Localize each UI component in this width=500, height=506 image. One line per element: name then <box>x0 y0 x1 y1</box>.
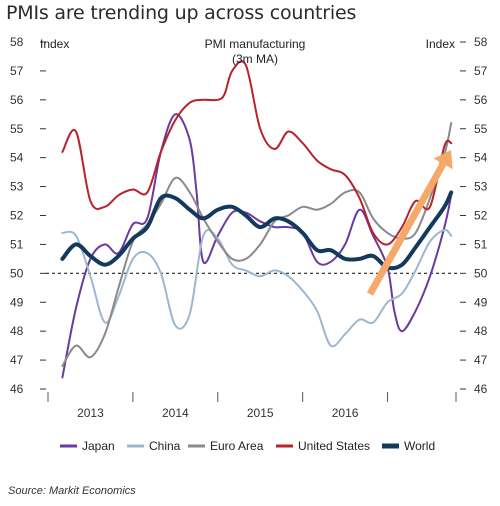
right-y-tick-label: 53 <box>474 180 488 194</box>
right-y-tick-label: 50 <box>474 266 488 280</box>
chart-title: PMIs are trending up across countries <box>6 2 357 24</box>
x-tick-label: 2016 <box>332 406 359 420</box>
series-line-united-states <box>61 60 453 246</box>
right-y-tick-label: 46 <box>474 382 488 396</box>
right-y-tick-label: 52 <box>474 209 488 223</box>
right-y-tick-label: 54 <box>474 151 488 165</box>
legend-label-china: China <box>149 439 181 453</box>
x-tick-label: 2014 <box>162 406 189 420</box>
chart-annotation-line2: (3m MA) <box>232 52 278 66</box>
left-y-tick-label: 54 <box>10 151 24 165</box>
left-axis-label: Index <box>40 37 69 51</box>
legend-label-united-states: United States <box>298 439 370 453</box>
left-y-tick-label: 56 <box>10 93 24 107</box>
x-tick-label: 2013 <box>77 406 104 420</box>
series-line-china <box>61 228 453 348</box>
right-y-tick-label: 47 <box>474 353 488 367</box>
left-y-tick-label: 52 <box>10 209 24 223</box>
axes: 46 46 47 47 48 48 49 49 50 50 51 51 52 52 53 53 54 54 55 55… <box>10 35 488 420</box>
legend: Japan China Euro Area United States World <box>60 439 435 453</box>
trend-arrow-shaft <box>366 162 447 296</box>
legend-label-japan: Japan <box>82 439 115 453</box>
series-line-euro-area <box>61 122 453 367</box>
left-y-tick-label: 53 <box>10 180 24 194</box>
x-tick-label: 2015 <box>247 406 274 420</box>
trend-arrow-head <box>433 150 453 170</box>
left-y-tick-label: 50 <box>10 266 24 280</box>
left-y-tick-label: 48 <box>10 324 24 338</box>
series-layer <box>60 60 454 379</box>
left-y-tick-label: 57 <box>10 64 24 78</box>
left-y-tick-label: 58 <box>10 35 24 49</box>
trend-arrow <box>366 150 453 296</box>
right-y-tick-label: 57 <box>474 64 488 78</box>
chart-annotation-line1: PMI manufacturing <box>205 37 306 51</box>
right-axis-label: Index <box>426 37 455 51</box>
legend-label-euro-area: Euro Area <box>210 439 264 453</box>
left-y-tick-label: 47 <box>10 353 24 367</box>
right-y-tick-label: 55 <box>474 122 488 136</box>
left-y-tick-label: 51 <box>10 237 24 251</box>
left-y-tick-label: 46 <box>10 382 24 396</box>
source-note: Source: Markit Economics <box>8 485 136 497</box>
right-y-tick-label: 48 <box>474 324 488 338</box>
right-y-tick-label: 49 <box>474 295 488 309</box>
right-y-tick-label: 58 <box>474 35 488 49</box>
left-y-tick-label: 49 <box>10 295 24 309</box>
right-y-tick-label: 56 <box>474 93 488 107</box>
series-line-japan <box>61 113 453 379</box>
right-y-tick-label: 51 <box>474 237 488 251</box>
left-y-tick-label: 55 <box>10 122 24 136</box>
series-line-world <box>60 190 454 271</box>
legend-label-world: World <box>404 439 435 453</box>
